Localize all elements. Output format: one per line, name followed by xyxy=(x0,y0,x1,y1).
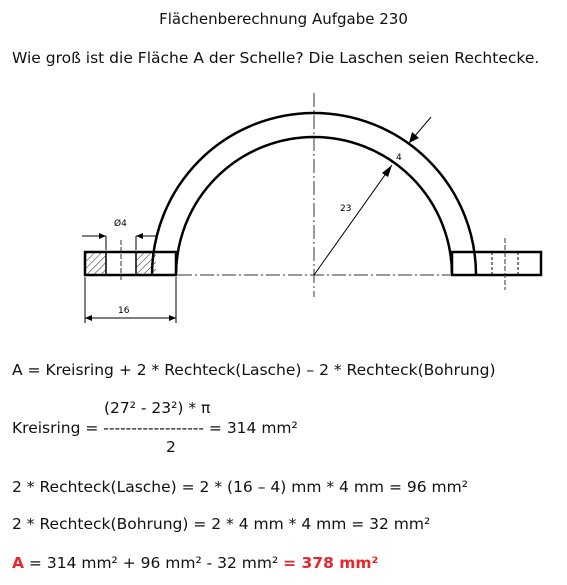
formula-result: A = 314 mm² + 96 mm² - 32 mm² = 378 mm² xyxy=(12,554,378,572)
radius-label: 23 xyxy=(340,204,351,214)
left-tab xyxy=(83,250,178,277)
formula-main: A = Kreisring + 2 * Rechteck(Lasche) – 2… xyxy=(12,361,496,379)
question-text: Wie groß ist die Fläche A der Schelle? D… xyxy=(12,49,540,67)
result-middle: = 314 mm² + 96 mm² - 32 mm² xyxy=(24,554,284,572)
ring-numerator: (27² - 23²) * π xyxy=(104,399,211,417)
formula-lasche: 2 * Rechteck(Lasche) = 2 * (16 – 4) mm *… xyxy=(12,478,468,496)
hole-label: Ø4 xyxy=(114,218,127,229)
thickness-label: 4 xyxy=(396,153,402,163)
radius-line xyxy=(313,164,393,276)
result-label: A xyxy=(12,554,24,572)
page-title: Flächenberechnung Aufgabe 230 xyxy=(159,10,408,28)
left-tab-hatch-left xyxy=(86,253,106,274)
result-value: = 378 mm² xyxy=(283,554,379,572)
width-label: 16 xyxy=(118,306,130,316)
left-tab-hatch-right xyxy=(136,253,156,274)
technical-drawing: 23 4 Ø4 16 xyxy=(82,93,543,323)
outer-arc xyxy=(150,111,478,276)
inner-arc xyxy=(174,135,454,276)
right-tab xyxy=(450,250,543,277)
formula-bohrung: 2 * Rechteck(Bohrung) = 2 * 4 mm * 4 mm … xyxy=(12,515,431,533)
ring-denominator: 2 xyxy=(166,438,176,456)
ring-formula: Kreisring = ------------------ = 314 mm² xyxy=(12,419,298,437)
